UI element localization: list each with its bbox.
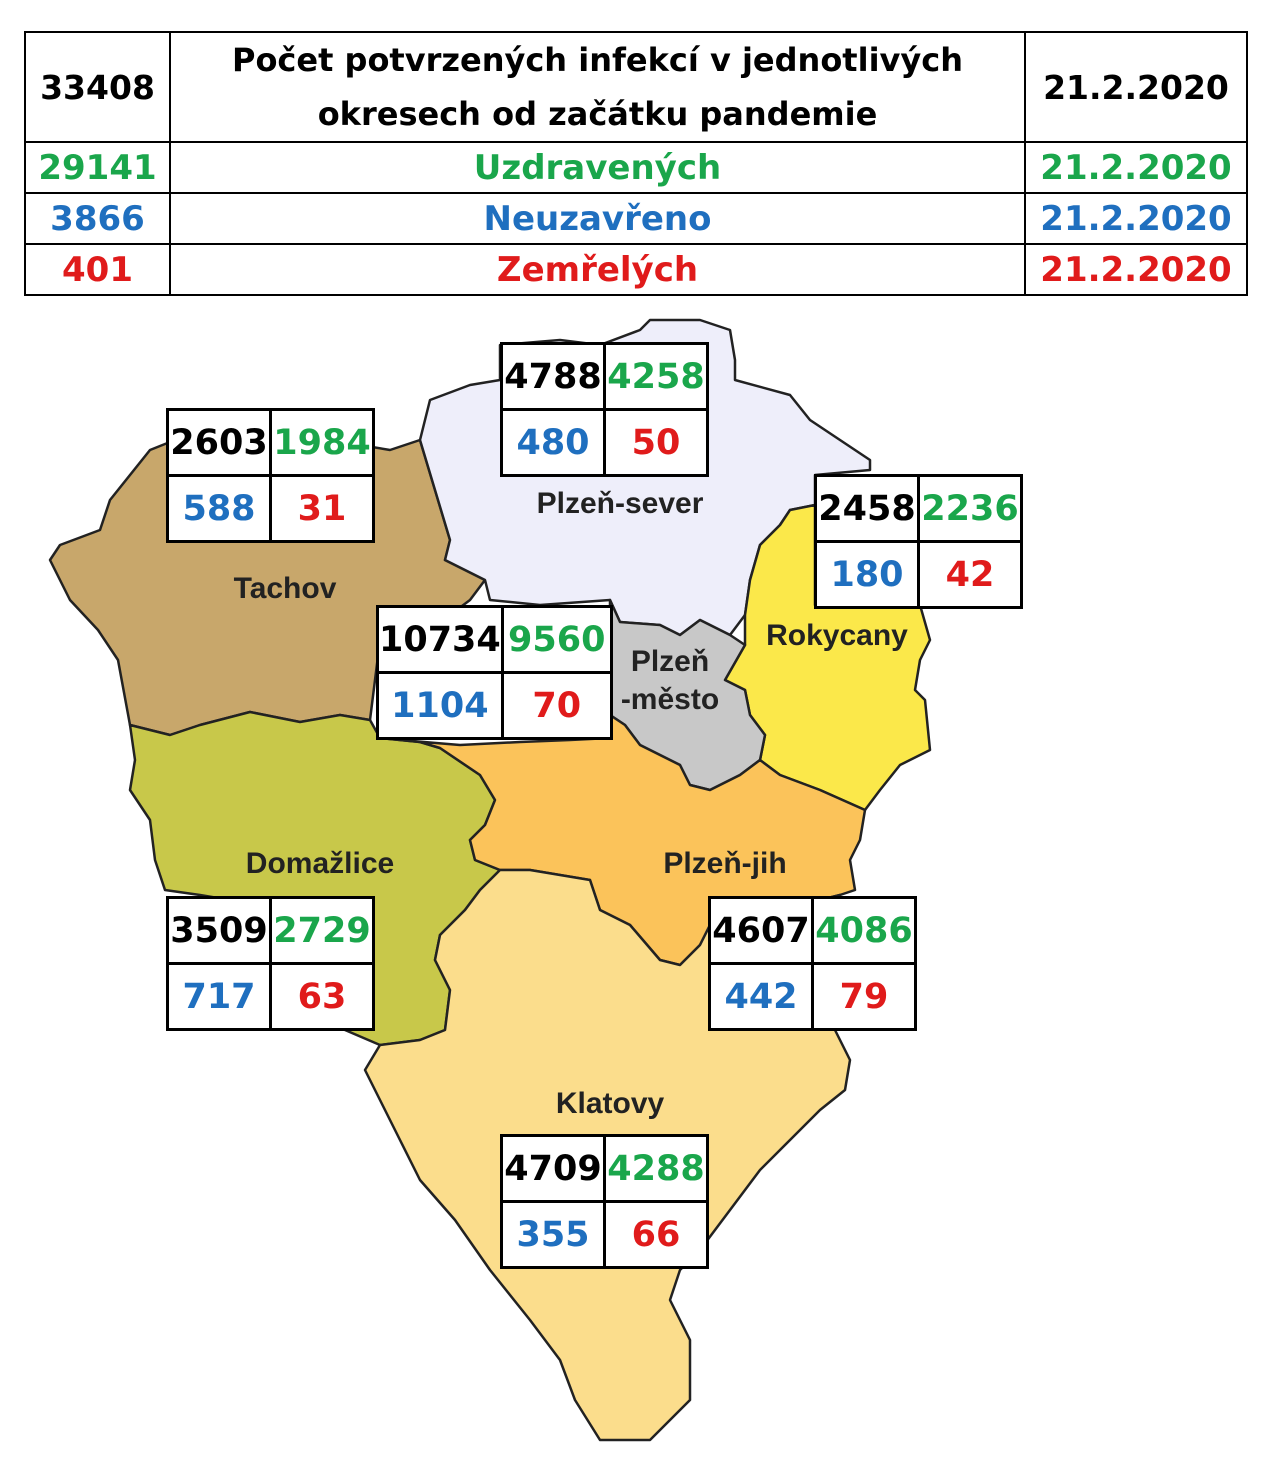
stats-box-klatovy: 4709 4288 355 66 <box>500 1134 709 1269</box>
stats-box-domazlice: 3509 2729 717 63 <box>166 896 375 1031</box>
summary-row-recovered: 29141 Uzdravených 21.2.2020 <box>24 141 1248 194</box>
stats-box-rokycany: 2458 2236 180 42 <box>814 474 1023 609</box>
stats-box-plzen-mesto: 10734 9560 1104 70 <box>376 605 613 740</box>
open-value: 180 <box>814 540 920 609</box>
label-plzen-jih: Plzeň-jih <box>663 847 787 880</box>
label-tachov: Tachov <box>233 572 337 605</box>
summary-row-open: 3866 Neuzavřeno 21.2.2020 <box>24 192 1248 245</box>
total-value: 2458 <box>814 474 920 543</box>
stats-box-plzen-jih: 4607 4086 442 79 <box>708 896 917 1031</box>
summary-title: Počet potvrzených infekcí v jednotlivých… <box>169 31 1026 143</box>
open-value: 1104 <box>376 671 504 740</box>
recovered-value: 2729 <box>269 896 375 965</box>
deaths-value: 66 <box>603 1200 709 1269</box>
summary-header-row: 33408 Počet potvrzených infekcí v jednot… <box>24 31 1248 143</box>
open-value: 480 <box>500 408 606 477</box>
open-date: 21.2.2020 <box>1024 192 1248 245</box>
total-value: 3509 <box>166 896 272 965</box>
summary-table: 33408 Počet potvrzených infekcí v jednot… <box>24 31 1248 296</box>
label-plzen-mesto-line1: Plzeň <box>630 645 710 678</box>
stats-box-tachov: 2603 1984 588 31 <box>166 408 375 543</box>
recovered-value: 4288 <box>603 1134 709 1203</box>
recovered-value: 4258 <box>603 342 709 411</box>
recovered-value: 9560 <box>500 605 613 674</box>
recovered-value: 29141 <box>24 141 171 194</box>
recovered-label: Uzdravených <box>169 141 1026 194</box>
total-value: 4607 <box>708 896 814 965</box>
label-domazlice: Domažlice <box>245 847 395 880</box>
total-value: 10734 <box>376 605 504 674</box>
deaths-value: 42 <box>917 540 1023 609</box>
total-value: 4788 <box>500 342 606 411</box>
label-rokycany: Rokycany <box>766 619 908 652</box>
summary-row-deaths: 401 Zemřelých 21.2.2020 <box>24 243 1248 296</box>
total-value: 2603 <box>166 408 272 477</box>
stats-box-plzen-sever: 4788 4258 480 50 <box>500 342 709 477</box>
total-infections-value: 33408 <box>24 31 171 143</box>
deaths-date: 21.2.2020 <box>1024 243 1248 296</box>
recovered-date: 21.2.2020 <box>1024 141 1248 194</box>
label-klatovy: Klatovy <box>555 1087 665 1120</box>
label-plzen-sever: Plzeň-sever <box>536 487 704 520</box>
total-value: 4709 <box>500 1134 606 1203</box>
deaths-value: 50 <box>603 408 709 477</box>
deaths-value: 63 <box>269 962 375 1031</box>
deaths-value: 31 <box>269 474 375 543</box>
recovered-value: 2236 <box>917 474 1023 543</box>
summary-date: 21.2.2020 <box>1024 31 1248 143</box>
deaths-value: 79 <box>811 962 917 1031</box>
recovered-value: 1984 <box>269 408 375 477</box>
recovered-value: 4086 <box>811 896 917 965</box>
open-value: 442 <box>708 962 814 1031</box>
open-value: 588 <box>166 474 272 543</box>
open-value: 3866 <box>24 192 171 245</box>
open-label: Neuzavřeno <box>169 192 1026 245</box>
deaths-label: Zemřelých <box>169 243 1026 296</box>
open-value: 717 <box>166 962 272 1031</box>
deaths-value: 401 <box>24 243 171 296</box>
open-value: 355 <box>500 1200 606 1269</box>
label-plzen-mesto-line2: -město <box>620 683 720 716</box>
deaths-value: 70 <box>500 671 613 740</box>
